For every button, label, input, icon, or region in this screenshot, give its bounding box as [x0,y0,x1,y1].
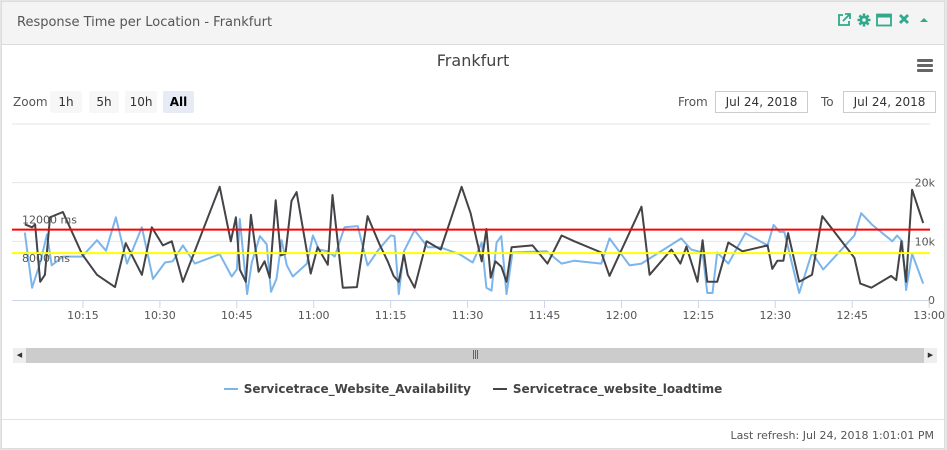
legend-item-loadtime[interactable]: Servicetrace_website_loadtime [492,382,723,396]
chart-legend: Servicetrace_Website_Availability Servic… [2,382,944,396]
x-tick-label: 12:15 [683,309,715,322]
y-tick-label: 20k [915,177,936,190]
x-tick-label: 12:30 [759,309,791,322]
scroll-left-arrow-icon[interactable]: ◀ [13,348,26,363]
y-tick-label: 10k [915,235,936,248]
zoom-button-5h[interactable]: 5h [89,91,119,113]
maximize-window-icon[interactable] [876,13,892,29]
external-link-icon[interactable] [836,13,852,29]
chart-menu-hamburger-icon[interactable] [917,59,933,74]
x-tick-label: 11:15 [375,309,407,322]
legend-swatch [492,388,507,390]
legend-item-availability[interactable]: Servicetrace_Website_Availability [223,382,471,396]
zoom-button-all[interactable]: All [163,91,194,113]
collapse-caret-icon[interactable] [916,13,932,29]
threshold-label: 8000 ms [22,252,70,265]
widget-title: Response Time per Location - Frankfurt [17,15,273,30]
x-tick-label: 12:45 [836,309,868,322]
zoom-button-1h[interactable]: 1h [50,91,82,113]
x-tick-label: 10:30 [144,309,176,322]
y-tick-label: 0 [928,294,935,307]
line-chart: 0 10k 20k 10:15 10:30 10:45 11:00 11:15 11:30 11:… [12,123,945,322]
legend-label: Servicetrace_website_loadtime [512,382,723,396]
legend-label: Servicetrace_Website_Availability [243,382,471,396]
series-line-availability [23,212,925,296]
last-refresh-text: Last refresh: Jul 24, 2018 1:01:01 PM [730,429,934,442]
x-tick-label: 10:15 [67,309,99,322]
x-tick-label: 11:30 [452,309,484,322]
footer-divider [2,419,944,420]
scroll-right-arrow-icon[interactable]: ▶ [924,348,937,363]
series-line-loadtime [24,185,925,289]
legend-swatch [223,388,238,390]
from-label: From [678,95,708,109]
gear-icon[interactable] [856,13,872,29]
x-tick-label: 12:00 [606,309,638,322]
x-tick-label: 10:45 [221,309,253,322]
zoom-label: Zoom [13,95,48,109]
widget-actions [836,13,932,29]
to-label: To [821,95,834,109]
x-tick-label: 13:00 [913,309,945,322]
chart-title: Frankfurt [436,51,510,70]
zoom-button-10h[interactable]: 10h [125,91,157,113]
threshold-label: 12000 ms [22,214,77,227]
close-icon[interactable] [896,13,912,29]
widget-header: Response Time per Location - Frankfurt [2,2,944,45]
x-tick-label: 11:45 [529,309,561,322]
scrollbar-grip-icon[interactable]: ||| [471,350,479,360]
to-date-input[interactable] [843,91,936,113]
from-date-input[interactable] [715,91,808,113]
x-tick-label: 11:00 [298,309,330,322]
navigator-scrollbar[interactable]: ◀ ||| ▶ [13,348,937,363]
